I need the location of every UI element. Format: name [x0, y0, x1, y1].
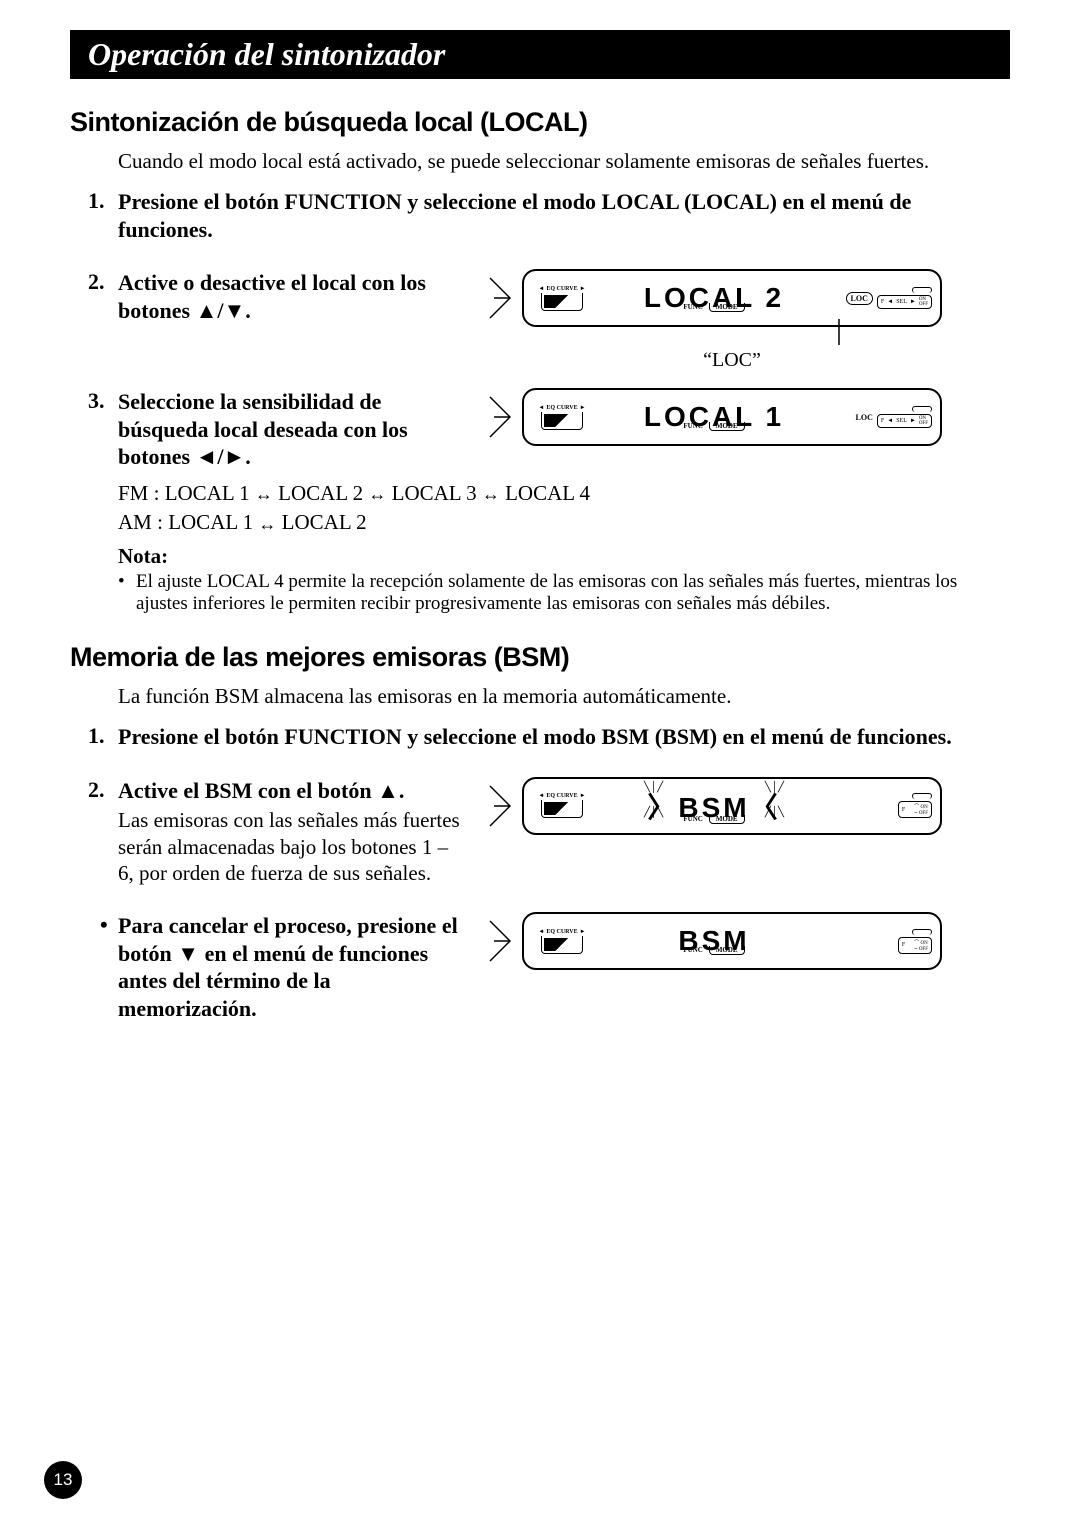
step-bold: Presione el botón FUNCTION y seleccione …	[118, 188, 1010, 243]
nota-body: • El ajuste LOCAL 4 permite la recepción…	[118, 571, 1010, 617]
lcd-display: ◄EQ CURVE► BSM FUNC MODE	[522, 912, 942, 970]
pointer-icon	[488, 391, 514, 443]
step-number: 3.	[88, 388, 118, 471]
display-bsm-active: ◄EQ CURVE► ╲│╱ ╲│╱ 〉BSM〈 ╱│╲ ╱│╲ FUNC	[488, 777, 1010, 835]
step-number: 2.	[88, 777, 118, 886]
pointer-icon	[488, 780, 514, 832]
step-number: 2.	[88, 269, 118, 324]
step-bold: Active o desactive el local con los boto…	[118, 269, 468, 324]
bsm-step-2-row: 2. Active el BSM con el botón ▲. Las emi…	[88, 777, 1010, 886]
am-sequence: AM : LOCAL 1 ↔ LOCAL 2	[118, 508, 1010, 537]
loc-badge: LOC	[846, 292, 873, 305]
loc-caption: “LOC”	[522, 349, 942, 372]
section-title-bsm: Memoria de las mejores emisoras (BSM)	[70, 642, 1010, 673]
step-bold: Seleccione la sensibilidad de búsqueda l…	[118, 388, 468, 471]
lcd-display: ◄EQ CURVE► ╲│╱ ╲│╱ 〉BSM〈 ╱│╲ ╱│╲ FUNC	[522, 777, 942, 835]
local-step-2-row: 2. Active o desactive el local con los b…	[88, 269, 1010, 372]
step-number: 1.	[88, 188, 118, 243]
lcd-display: ◄EQ CURVE► LOCAL 2 FUNC MODE LOC	[522, 269, 942, 327]
fm-sequence: FM : LOCAL 1 ↔ LOCAL 2 ↔ LOCAL 3 ↔ LOCAL…	[118, 479, 1010, 508]
local-step-1: 1. Presione el botón FUNCTION y seleccio…	[88, 188, 1010, 243]
local-intro: Cuando el modo local está activado, se p…	[118, 148, 1010, 174]
display-local-1: ◄EQ CURVE► LOCAL 1 FUNC MODE LOC	[488, 388, 1010, 446]
pointer-icon	[488, 272, 514, 324]
bsm-intro: La función BSM almacena las emisoras en …	[118, 683, 1010, 709]
header-bar: Operación del sintonizador	[70, 30, 1010, 79]
callout-line	[824, 319, 854, 349]
display-bsm-idle: ◄EQ CURVE► BSM FUNC MODE	[488, 912, 1010, 970]
page-number: 13	[44, 1461, 82, 1499]
step-bold: Active el BSM con el botón ▲.	[118, 777, 468, 805]
step-number: 1.	[88, 723, 118, 751]
display-local-2: ◄EQ CURVE► LOCAL 2 FUNC MODE LOC	[488, 269, 1010, 327]
section-title-local: Sintonización de búsqueda local (LOCAL)	[70, 107, 1010, 138]
step-bold: Presione el botón FUNCTION y seleccione …	[118, 723, 1010, 751]
step-text: Las emisoras con las señales más fuertes…	[118, 807, 468, 886]
bsm-cancel-row: • Para cancelar el proceso, presione el …	[88, 912, 1010, 1022]
cancel-bold: Para cancelar el proceso, presione el bo…	[118, 912, 468, 1022]
local-step-3-row: 3. Seleccione la sensibilidad de búsqued…	[88, 388, 1010, 471]
nota-label: Nota:	[118, 544, 1010, 569]
pointer-icon	[488, 915, 514, 967]
lcd-display: ◄EQ CURVE► LOCAL 1 FUNC MODE LOC	[522, 388, 942, 446]
bsm-step-1: 1. Presione el botón FUNCTION y seleccio…	[88, 723, 1010, 751]
loc-text: LOC	[856, 413, 873, 422]
